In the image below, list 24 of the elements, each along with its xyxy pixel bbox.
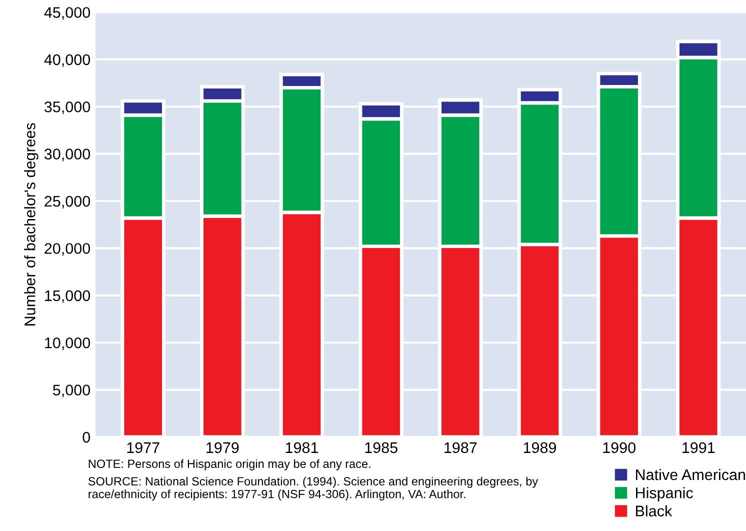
x-tick-label: 1981 bbox=[286, 442, 318, 454]
y-tick-label: 45,000 bbox=[44, 7, 90, 20]
y-tick-label: 10,000 bbox=[45, 337, 90, 350]
y-tick-label: 5,000 bbox=[53, 384, 90, 398]
y-tick-label: 25,000 bbox=[44, 196, 90, 209]
y-tick-label: 20,000 bbox=[44, 243, 90, 256]
y-tick-label: 35,000 bbox=[44, 101, 90, 114]
source-note: SOURCE: National Science Foundation. (1994). Science and engineering degrees, by race/ethnicity of recipients: 1977-91 (NSF 94-306). Arlington, VA: Author. bbox=[88, 476, 538, 501]
legend-label: Hispanic bbox=[636, 487, 693, 502]
legend-label: Black bbox=[636, 505, 672, 516]
y-tick-label: 40,000 bbox=[44, 54, 90, 67]
x-tick-label: 1977 bbox=[127, 442, 160, 454]
x-tick-label: 1989 bbox=[524, 442, 556, 454]
x-tick-label: 1987 bbox=[444, 442, 477, 454]
x-tick-label: 1990 bbox=[603, 442, 636, 454]
x-tick-label: 1979 bbox=[206, 442, 239, 454]
x-tick-label: 1991 bbox=[682, 442, 715, 454]
y-tick-label: 15,000 bbox=[45, 290, 90, 303]
y-tick-label: 30,000 bbox=[44, 148, 90, 162]
text: NOTE: Persons of Hispanic origin may be of any race. bbox=[88, 459, 370, 470]
legend-label: Native American bbox=[636, 468, 746, 480]
y-axis-title: Number of bachelor's degrees bbox=[24, 123, 38, 326]
x-tick-label: 1985 bbox=[365, 442, 398, 454]
y-tick-label: 0 bbox=[82, 432, 90, 443]
